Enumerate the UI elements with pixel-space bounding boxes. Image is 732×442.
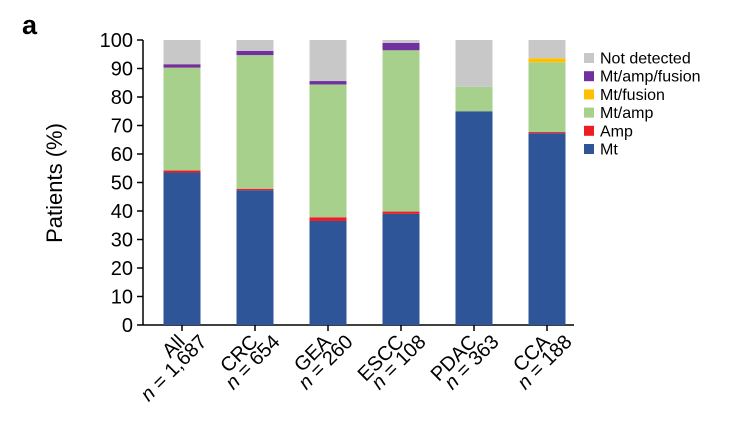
legend-swatch <box>584 125 594 136</box>
panel-label: a <box>22 10 38 40</box>
y-axis-title-group: Patients (%) <box>42 123 67 243</box>
bar-segment-not-detected-gea <box>309 40 347 82</box>
bar-segment-mt-amp-fusion-crc <box>236 50 274 56</box>
bar-segment-mt-amp-crc <box>236 55 274 189</box>
y-tick-label: 80 <box>111 87 133 109</box>
y-tick-label: 60 <box>111 144 133 166</box>
bar-segment-not-detected-cca <box>528 40 566 59</box>
bar-segment-not-detected-crc <box>236 40 274 51</box>
y-tick-label: 50 <box>111 173 133 195</box>
bars <box>163 40 566 325</box>
legend-swatch <box>584 107 594 118</box>
bar-segment-mt-gea <box>309 220 347 325</box>
y-tick-label: 20 <box>111 258 133 280</box>
y-tick-label: 100 <box>100 30 133 52</box>
legend-swatch <box>584 89 594 100</box>
y-tick-label: 90 <box>111 59 133 81</box>
bar-segment-amp-crc <box>236 188 274 191</box>
axes: 0 10 20 30 40 50 60 70 80 90 100 <box>100 30 574 337</box>
y-tick-label: 40 <box>111 201 133 223</box>
bar-segment-mt-amp-fusion-all <box>163 64 201 68</box>
y-tick-label: 10 <box>111 287 133 309</box>
bar-segment-mt-amp-pdac <box>455 86 493 112</box>
bar-segment-amp-escc <box>382 211 420 214</box>
legend-label: Amp <box>600 123 633 140</box>
bar-segment-mt-crc <box>236 190 274 325</box>
legend-label: Not detected <box>600 51 691 68</box>
legend-label: Mt/fusion <box>600 87 665 104</box>
bar-segment-mt-all <box>163 172 201 325</box>
legend: Not detectedMt/amp/fusionMt/fusionMt/amp… <box>584 51 700 159</box>
bar-segment-mt-fusion-cca <box>528 58 566 63</box>
bar-segment-amp-all <box>163 170 201 173</box>
bar-segment-mt-amp-fusion-gea <box>309 81 347 85</box>
bar-segment-mt-amp-escc <box>382 50 420 212</box>
bar-segment-mt-amp-all <box>163 67 201 171</box>
bar-segment-not-detected-pdac <box>455 40 493 87</box>
bar-segment-mt-amp-fusion-escc <box>382 42 420 51</box>
legend-swatch <box>584 144 594 154</box>
bar-segment-not-detected-all <box>163 40 201 65</box>
legend-label: Mt <box>600 142 618 159</box>
y-tick-label: 30 <box>111 230 133 252</box>
bar-segment-mt-amp-cca <box>528 62 566 133</box>
bar-segment-mt-amp-gea <box>309 84 347 218</box>
y-tick-label: 70 <box>111 116 133 138</box>
legend-swatch <box>584 53 594 63</box>
legend-swatch <box>584 71 594 82</box>
bar-segment-mt-cca <box>528 133 566 325</box>
y-axis-title: Patients (%) <box>42 123 67 243</box>
bar-segment-amp-cca <box>528 132 566 134</box>
bar-segment-mt-escc <box>382 213 420 325</box>
bar-segment-amp-gea <box>309 217 347 221</box>
bar-segment-mt-pdac <box>455 111 493 325</box>
bar-segment-not-detected-escc <box>382 40 420 43</box>
legend-label: Mt/amp <box>600 105 653 122</box>
y-tick-label: 0 <box>122 315 133 337</box>
legend-label: Mt/amp/fusion <box>600 69 700 86</box>
